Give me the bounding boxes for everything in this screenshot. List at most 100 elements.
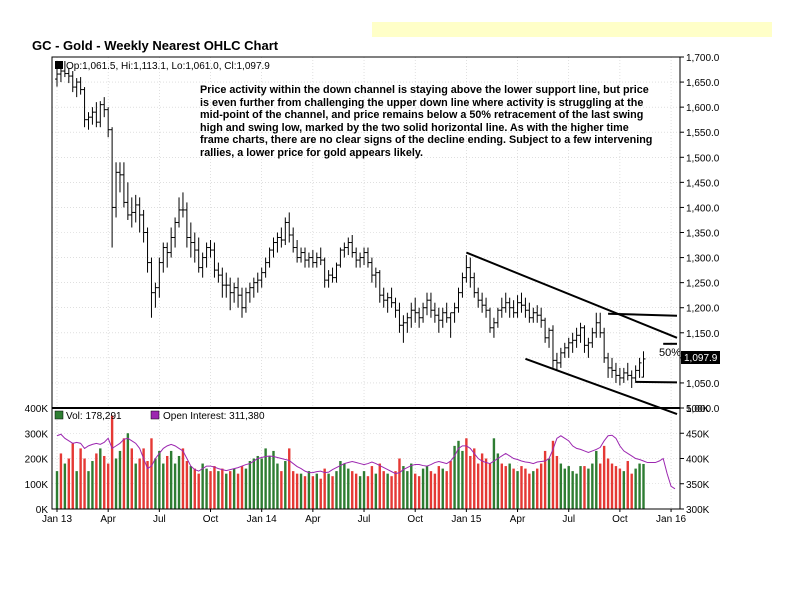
ohlc-bar — [436, 307, 441, 333]
ohlc-bar — [452, 302, 457, 323]
volume-bar — [437, 466, 441, 509]
volume-bar — [99, 448, 102, 509]
ohlc-bar — [543, 317, 548, 343]
volume-legend-swatch — [54, 410, 64, 420]
volume-bar — [59, 453, 63, 509]
volume-bar — [284, 461, 287, 509]
volume-panel-frame — [51, 407, 681, 510]
volume-bar — [362, 471, 366, 509]
time-tick-label: Jul — [358, 514, 371, 525]
volume-bar — [469, 455, 472, 509]
ohlc-bar — [468, 257, 473, 288]
ohlc-bar — [117, 162, 122, 193]
volume-bar — [272, 450, 275, 509]
ohlc-bar — [425, 292, 430, 316]
ohlc-bar — [610, 357, 615, 378]
trendline — [466, 251, 678, 339]
ohlc-bar — [570, 332, 575, 353]
volume-bar — [595, 450, 598, 509]
volume-bar — [555, 455, 559, 509]
ohlc-bar — [484, 297, 489, 318]
ohlc-bar — [149, 257, 154, 318]
ohlc-bar — [409, 302, 414, 328]
volume-bar — [488, 463, 492, 509]
price-tick-label: 1,400.0 — [686, 203, 720, 214]
volume-bar — [248, 461, 252, 509]
ohlc-bar — [263, 257, 268, 278]
volume-bar — [134, 463, 137, 509]
volume-bar — [189, 466, 193, 509]
time-tick-label: Apr — [100, 514, 116, 525]
ohlc-bar — [255, 272, 260, 293]
ohlc-bar — [102, 97, 107, 118]
ohlc-bar — [86, 112, 91, 130]
ohlc-bar — [200, 252, 205, 278]
volume-bar — [307, 471, 311, 509]
ohlc-bar — [279, 227, 284, 248]
ohlc-bar — [121, 162, 126, 208]
ohlc-bar — [322, 257, 327, 288]
volume-bar — [228, 471, 232, 509]
price-tick-label: 1,000.0 — [686, 404, 720, 415]
ohlc-bar — [145, 227, 150, 273]
oi-tick-label: 450K — [686, 429, 710, 440]
volume-bar — [110, 415, 114, 509]
ohlc-bar — [377, 270, 382, 303]
ohlc-bar — [275, 232, 280, 253]
volume-bar — [303, 476, 307, 509]
price-tick-label: 1,050.0 — [686, 379, 720, 390]
volume-bar — [177, 455, 181, 509]
trendline — [525, 357, 678, 415]
price-tick-label: 1,250.0 — [686, 279, 720, 290]
ohlc-bar — [574, 327, 579, 348]
volume-bar — [591, 463, 594, 509]
volume-tick-label: 0K — [36, 505, 49, 516]
ohlc-bar — [196, 237, 201, 273]
volume-bar — [520, 466, 523, 509]
volume-bar — [217, 471, 220, 509]
volume-bar — [280, 471, 283, 509]
volume-bar — [382, 471, 385, 509]
volume-bar — [512, 468, 515, 509]
volume-bar — [225, 473, 228, 509]
time-tick-label: Jan 13 — [42, 514, 72, 525]
ohlc-bar — [240, 287, 245, 318]
volume-bar — [83, 458, 86, 509]
ohlc-bar — [74, 78, 79, 98]
volume-bar — [240, 466, 244, 509]
ohlc-bar — [70, 71, 75, 93]
volume-bar — [327, 473, 330, 509]
volume-bar — [536, 468, 539, 509]
ohlc-bar — [480, 292, 485, 313]
volume-bar — [260, 458, 263, 509]
ohlc-bar — [180, 192, 185, 218]
ohlc-bar — [511, 300, 516, 318]
volume-bar — [158, 450, 161, 509]
volume-bar — [299, 473, 303, 509]
volume-bar — [579, 466, 582, 509]
volume-bar — [166, 455, 169, 509]
price-tick-label: 1,650.0 — [686, 78, 720, 89]
ohlc-bar — [633, 365, 638, 383]
volume-bar — [394, 471, 397, 509]
volume-bar — [236, 473, 240, 509]
trendlines — [466, 251, 678, 415]
volume-bar — [390, 476, 393, 509]
volume-bar — [339, 461, 342, 509]
volume-bar — [551, 440, 555, 509]
volume-bar — [193, 468, 196, 509]
volume-bar — [476, 463, 480, 509]
ohlc-bar — [184, 202, 189, 248]
volume-bar — [197, 473, 200, 509]
ohlc-bar — [165, 242, 170, 268]
volume-bar — [173, 463, 177, 509]
ohlc-bar — [625, 362, 630, 381]
ohlc-bar — [310, 250, 315, 268]
volume-bar — [638, 463, 641, 509]
ohlc-bar — [247, 282, 252, 303]
chart-title: GC - Gold - Weekly Nearest OHLC Chart — [32, 38, 279, 53]
volume-bar — [559, 463, 563, 509]
ohlc-bar — [397, 302, 402, 333]
ohlc-bar — [188, 222, 193, 258]
volume-tick-label: 200K — [25, 455, 49, 466]
